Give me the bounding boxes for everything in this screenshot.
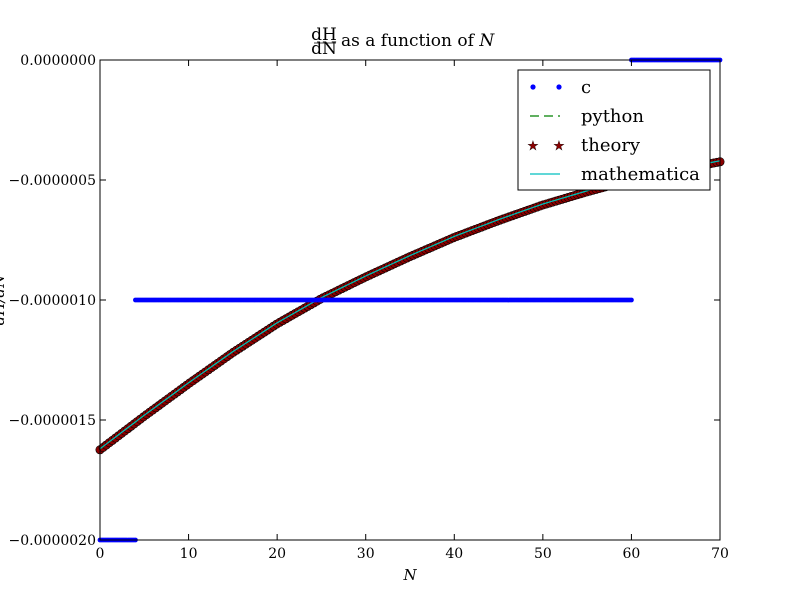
x-tick-label: 0 [96, 546, 105, 562]
x-tick-label: 10 [180, 546, 198, 562]
title-variable: N [478, 31, 495, 51]
y-axis-label: dH/dN [0, 274, 8, 325]
title-suffix: as a function of [341, 31, 479, 51]
plot-area [95, 57, 725, 543]
title-denominator: dN [311, 39, 337, 59]
title-numerator: dH [311, 25, 337, 45]
legend-label: mathematica [581, 164, 700, 185]
legend-marker [556, 84, 562, 90]
x-tick-label: 30 [357, 546, 375, 562]
y-axis: 0.0000000 −0.0000005 −0.0000010 −0.0000015 −… [9, 53, 720, 549]
legend-label: theory [581, 135, 641, 156]
y-tick-label: 0.0000000 [20, 53, 96, 69]
legend: c python ★ ★ theory mathematica [517, 69, 711, 191]
legend-entry-c: c [530, 77, 591, 98]
legend-label: c [581, 77, 591, 98]
y-tick-label: −0.0000010 [9, 293, 96, 309]
y-tick-label: −0.0000015 [9, 413, 96, 429]
legend-marker: ★ [527, 139, 539, 154]
x-tick-label: 70 [711, 546, 729, 562]
legend-marker: ★ [553, 139, 565, 154]
chart-title: dH dN as a function of N [311, 25, 495, 59]
legend-entry-theory: ★ ★ theory [527, 135, 641, 156]
x-axis-label: N [402, 566, 417, 584]
y-tick-label: −0.0000020 [9, 533, 96, 549]
c-marker [629, 297, 634, 303]
series-theory [95, 157, 725, 455]
legend-entry-mathematica: mathematica [530, 164, 700, 185]
x-tick-label: 60 [623, 546, 641, 562]
legend-label: python [581, 106, 644, 127]
x-tick-label: 40 [445, 546, 463, 562]
series-c [97, 57, 723, 543]
legend-entry-python: python [530, 106, 644, 127]
x-axis: 0 10 20 30 40 50 60 70 [96, 60, 729, 562]
title-text: as a function of N [341, 31, 495, 51]
x-tick-label: 20 [268, 546, 286, 562]
x-tick-label: 50 [534, 546, 552, 562]
legend-box [517, 69, 711, 191]
y-tick-label: −0.0000005 [9, 173, 96, 189]
legend-marker [530, 84, 536, 90]
